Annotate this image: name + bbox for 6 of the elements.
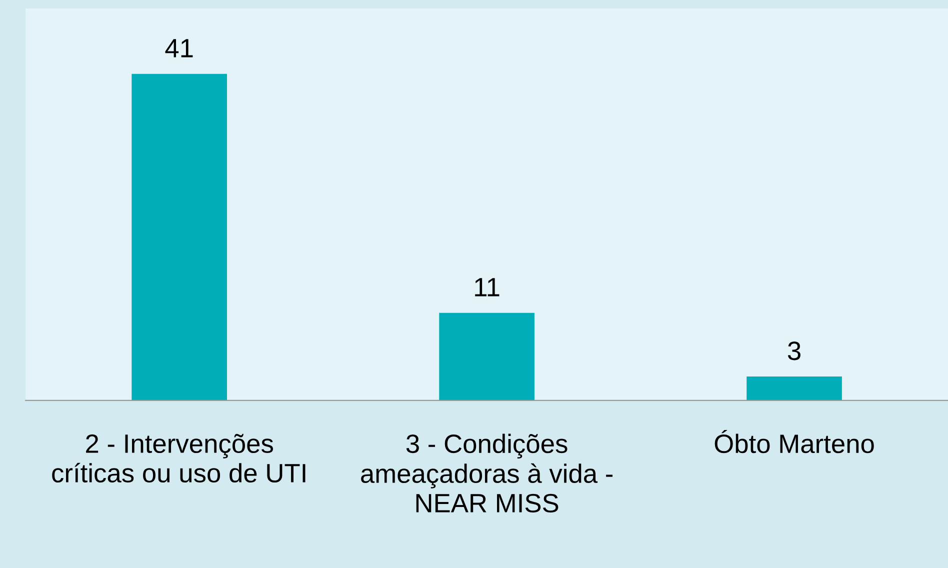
x-tick-label: 3 - Condições ameaçadoras à vida - NEAR MISS (361, 434, 613, 513)
data-label: 41 (165, 39, 193, 58)
data-label: 11 (475, 278, 500, 296)
x-tick-label: Óbto Marteno (714, 430, 874, 454)
data-label: 3 (788, 342, 800, 360)
x-tick-label: 2 - Intervenções críticas ou uso de UTI (52, 434, 306, 483)
